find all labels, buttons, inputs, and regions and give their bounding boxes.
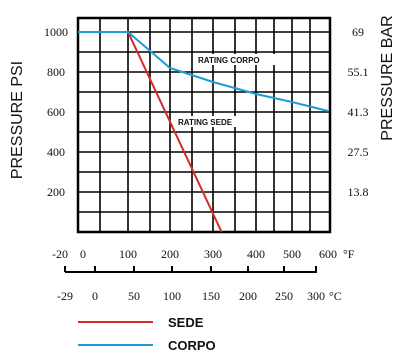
y-tick-left: 200 bbox=[47, 185, 65, 199]
y-tick-left: 600 bbox=[47, 105, 65, 119]
x-tick-f: 500 bbox=[283, 247, 301, 261]
y-tick-left: 400 bbox=[47, 145, 65, 159]
legend-label-corpo: CORPO bbox=[168, 338, 216, 353]
x-tick-c: 300 bbox=[307, 289, 325, 303]
y-tick-right: 13.8 bbox=[348, 185, 369, 199]
x-tick-c: 100 bbox=[163, 289, 181, 303]
series-label-sede: RATING SEDE bbox=[178, 118, 233, 127]
x-tick-f: 300 bbox=[204, 247, 222, 261]
x-tick-c: 250 bbox=[275, 289, 293, 303]
x-tick-c: 200 bbox=[239, 289, 257, 303]
right-axis-label: PRESSURE BAR bbox=[379, 15, 396, 140]
y-tick-right: 69 bbox=[352, 25, 364, 39]
x-tick-c: 50 bbox=[128, 289, 140, 303]
plot-frame bbox=[76, 16, 332, 234]
x-tick-c: 150 bbox=[202, 289, 220, 303]
x-unit-f: °F bbox=[343, 247, 355, 261]
x-unit-c: °C bbox=[329, 289, 342, 303]
x-tick-f: 100 bbox=[119, 247, 137, 261]
x-tick-c: 0 bbox=[92, 289, 98, 303]
y-tick-left: 800 bbox=[47, 65, 65, 79]
x-tick-f: 0 bbox=[80, 247, 86, 261]
series-label-bg bbox=[176, 116, 246, 127]
x-tick-f: -20 bbox=[52, 247, 68, 261]
series-label-bg bbox=[196, 54, 288, 65]
x-tick-f: 400 bbox=[247, 247, 265, 261]
series-line-corpo bbox=[78, 31, 329, 112]
y-tick-right: 41.3 bbox=[348, 105, 369, 119]
series-label-corpo: RATING CORPO bbox=[198, 56, 260, 65]
legend-label-sede: SEDE bbox=[168, 315, 204, 330]
x-tick-f: 600 bbox=[319, 247, 337, 261]
left-axis-label: PRESSURE PSI bbox=[9, 61, 26, 179]
y-tick-right: 27.5 bbox=[348, 145, 369, 159]
y-tick-left: 1000 bbox=[44, 25, 68, 39]
y-tick-right: 55.1 bbox=[348, 65, 369, 79]
series-layer bbox=[78, 31, 329, 233]
labels-layer: RATING CORPO RATING SEDE bbox=[176, 54, 288, 127]
x-tick-c: -29 bbox=[57, 289, 73, 303]
x-tick-f: 200 bbox=[161, 247, 179, 261]
legend: SEDE CORPO bbox=[78, 315, 216, 353]
